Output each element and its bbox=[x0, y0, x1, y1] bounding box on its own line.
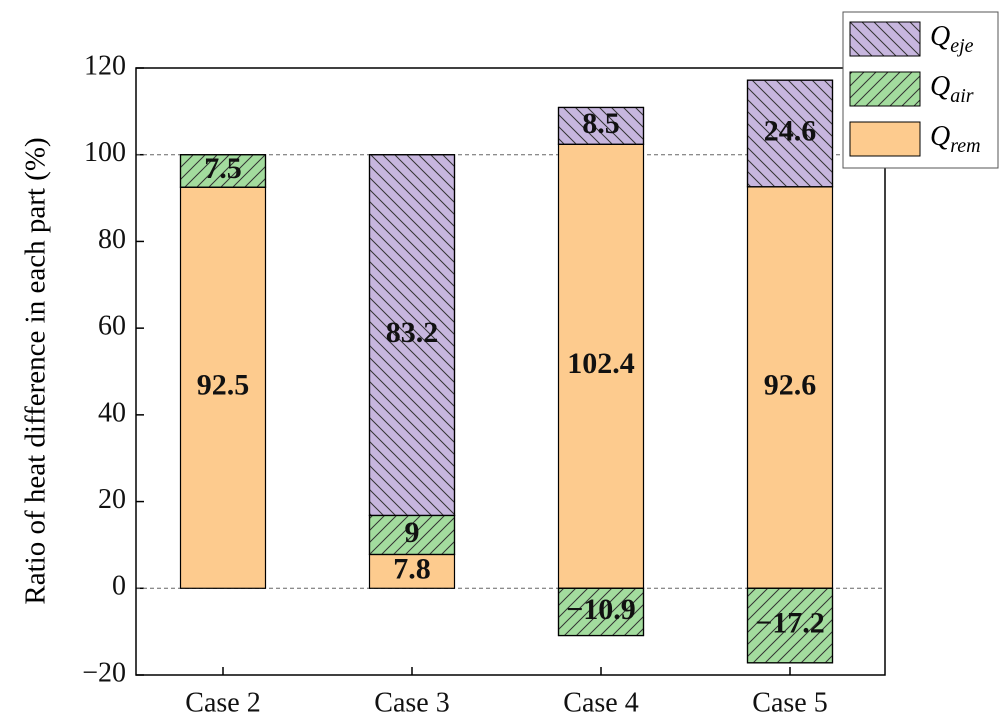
legend-hatch bbox=[849, 21, 921, 57]
y-tick-label: 40 bbox=[98, 397, 126, 428]
bar-hatch bbox=[179, 154, 267, 188]
legend-label[interactable]: Qair bbox=[930, 71, 974, 106]
value-label: 7.8 bbox=[393, 552, 431, 585]
bar-segment bbox=[746, 186, 834, 589]
value-label: 102.4 bbox=[567, 347, 635, 380]
y-tick-label: 120 bbox=[84, 50, 126, 81]
bar-hatch bbox=[746, 79, 834, 188]
bar-hatch bbox=[368, 514, 456, 556]
x-tick-label: Case 3 bbox=[374, 687, 449, 718]
value-label: 24.6 bbox=[764, 114, 817, 147]
bar-segment bbox=[557, 143, 645, 589]
bar-hatch bbox=[557, 587, 645, 637]
y-tick-label: 0 bbox=[112, 571, 126, 602]
bar-hatch bbox=[368, 154, 456, 517]
value-label: 9 bbox=[405, 516, 420, 549]
value-label: 8.5 bbox=[582, 107, 620, 140]
y-tick-label: 20 bbox=[98, 484, 126, 515]
value-label: −17.2 bbox=[755, 606, 825, 639]
y-tick-label: −20 bbox=[82, 657, 126, 688]
value-label: 83.2 bbox=[386, 316, 439, 349]
value-label: 92.5 bbox=[197, 369, 250, 402]
value-label: 7.5 bbox=[204, 152, 242, 185]
y-tick-label: 100 bbox=[84, 137, 126, 168]
legend-swatch bbox=[849, 121, 921, 157]
y-tick-label: 60 bbox=[98, 311, 126, 342]
x-tick-label: Case 4 bbox=[563, 687, 638, 718]
value-label: −10.9 bbox=[566, 593, 636, 626]
legend-hatch bbox=[849, 71, 921, 107]
bar-segment bbox=[179, 186, 267, 589]
legend-label[interactable]: Qeje bbox=[930, 21, 974, 56]
y-axis-label: Ratio of heat difference in each part (%… bbox=[20, 137, 52, 604]
y-tick-label: 80 bbox=[98, 224, 126, 255]
plot-frame bbox=[135, 67, 886, 676]
bar-hatch bbox=[557, 106, 645, 145]
x-tick-label: Case 2 bbox=[185, 687, 260, 718]
value-label: 92.6 bbox=[764, 368, 817, 401]
bar-hatch bbox=[746, 587, 834, 664]
x-tick-label: Case 5 bbox=[752, 687, 827, 718]
legend-label[interactable]: Qrem bbox=[930, 121, 981, 156]
